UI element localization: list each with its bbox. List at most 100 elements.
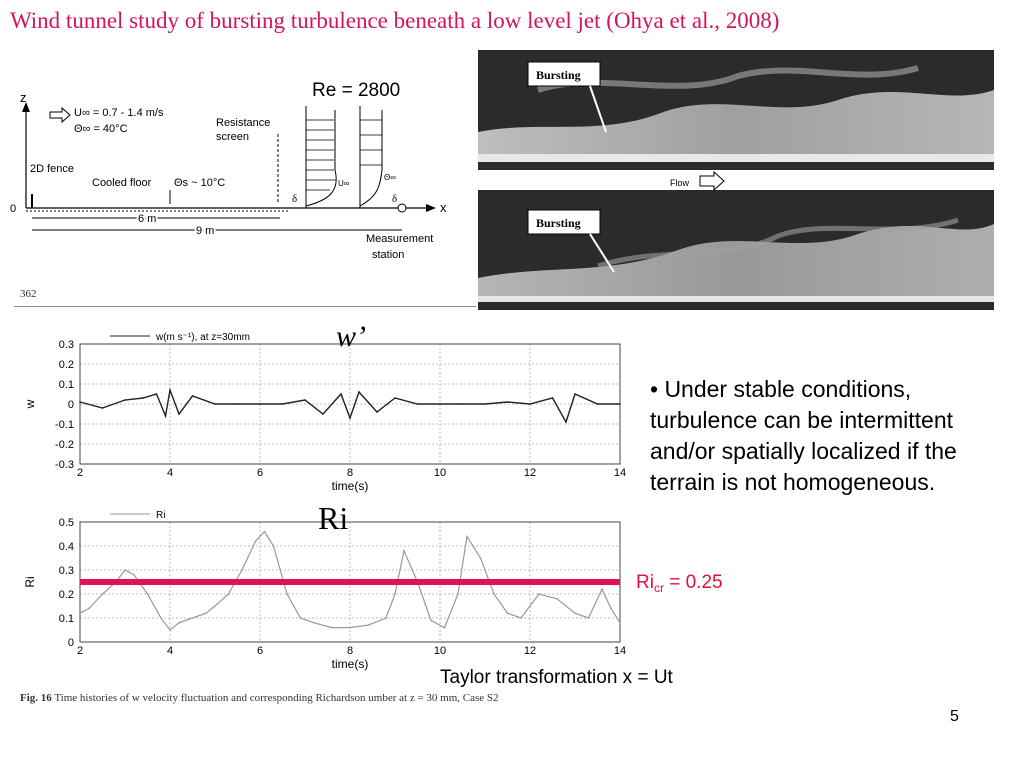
- data-point: [79, 612, 81, 614]
- y-axis-label: Ri: [23, 576, 37, 587]
- data-point: [479, 557, 482, 559]
- data-point: [191, 395, 194, 397]
- data-point: [493, 593, 495, 595]
- data-point: [205, 612, 207, 614]
- y-tick-label: 0.5: [59, 517, 74, 529]
- data-point: [331, 626, 333, 629]
- data-point: [484, 403, 486, 405]
- u-inf-label: U∞ = 0.7 - 1.4 m/s: [74, 107, 164, 119]
- data-point: [160, 617, 162, 619]
- measurement-point-icon: [397, 203, 407, 213]
- data-point: [538, 593, 540, 595]
- data-point: [574, 393, 576, 395]
- x-axis-label: time(s): [332, 479, 369, 493]
- data-point: [299, 617, 302, 619]
- data-point: [466, 535, 468, 538]
- data-point: [101, 407, 104, 409]
- data-point: [191, 617, 194, 619]
- data-point: [178, 413, 180, 415]
- data-point: [385, 617, 387, 619]
- y-tick-label: -0.3: [55, 459, 74, 471]
- data-point: [416, 403, 419, 405]
- data-point: [619, 622, 621, 624]
- data-point: [88, 607, 90, 610]
- six-m-label: 6 m: [138, 213, 156, 225]
- data-point: [587, 617, 590, 619]
- legend-label: w(m s⁻¹), at z=30mm: [155, 332, 250, 343]
- bullet-text: • Under stable conditions, turbulence ca…: [650, 376, 957, 495]
- w-prime-label: w’: [336, 320, 366, 353]
- data-point: [124, 569, 126, 571]
- data-point: [349, 417, 351, 419]
- smoke-visualization-photo: Bursting Bursting Flow: [478, 50, 994, 310]
- y-tick-label: -0.1: [55, 419, 74, 431]
- delta-label-1: δ: [292, 193, 297, 205]
- x-axis-label: x: [440, 200, 447, 215]
- z-axis-label: z: [20, 90, 27, 105]
- y-tick-label: 0: [68, 637, 74, 649]
- y-tick-label: 0.3: [59, 339, 74, 351]
- data-point: [79, 401, 81, 403]
- flow-arrow-icon: [49, 106, 71, 124]
- bursting-label-top: Bursting: [536, 68, 581, 82]
- y-tick-label: 0.2: [59, 359, 74, 371]
- data-point: [376, 411, 378, 413]
- y-tick-label: 0: [68, 399, 74, 411]
- data-point: [227, 593, 230, 595]
- theta-small-label: Θ∞: [384, 173, 396, 182]
- station-label: station: [372, 249, 404, 261]
- y-tick-label: 0.4: [59, 541, 74, 553]
- data-point: [358, 391, 360, 393]
- x-tick-label: 8: [347, 645, 353, 657]
- data-point: [304, 399, 306, 401]
- data-point: [133, 574, 135, 576]
- data-point: [506, 401, 509, 403]
- divider: [14, 306, 476, 307]
- u-small-label: U∞: [338, 179, 350, 188]
- resistance-label: Resistance: [216, 117, 270, 129]
- screen-label: screen: [216, 131, 249, 143]
- x-tick-label: 12: [524, 467, 536, 479]
- theta-s-label: Θs ~ 10°C: [174, 177, 225, 189]
- y-tick-label: 0.3: [59, 565, 74, 577]
- x-tick-label: 2: [77, 645, 83, 657]
- data-point: [601, 588, 603, 590]
- data-point: [101, 593, 104, 595]
- data-point: [146, 593, 149, 595]
- data-point: [619, 403, 621, 405]
- figure-page-number: 362: [20, 288, 37, 300]
- y-tick-label: 0.2: [59, 589, 74, 601]
- data-point: [236, 403, 239, 405]
- data-point: [286, 593, 288, 595]
- time-series-charts: 2 4 6 8 10 12 14 0.3 0.2 0.1 0 -0.1 -0.2 -0.3 time(s) w…: [23, 332, 626, 671]
- x-tick-label: 10: [434, 645, 446, 657]
- x-tick-label: 10: [434, 467, 446, 479]
- flow-arrow-photo-icon: [699, 170, 725, 192]
- wind-tunnel-diagram: z x 0 U∞ = 0.7 - 1.4 m/s Θ∞ = 40°C 2D fe…: [10, 90, 447, 261]
- y-tick-label: -0.2: [55, 439, 74, 451]
- data-point: [565, 421, 567, 423]
- reynolds-label: Re = 2800: [312, 80, 401, 101]
- data-point: [263, 530, 266, 533]
- data-point: [520, 617, 522, 619]
- cooled-floor-label: Cooled floor: [92, 177, 152, 189]
- data-point: [164, 415, 167, 417]
- data-point: [241, 569, 243, 571]
- slide-title: Wind tunnel study of bursting turbulence…: [10, 8, 780, 33]
- data-point: [254, 540, 257, 542]
- x-tick-label: 14: [614, 645, 626, 657]
- data-point: [457, 593, 459, 595]
- data-point: [214, 403, 216, 405]
- bursting-label-bottom: Bursting: [536, 216, 581, 230]
- data-point: [506, 612, 509, 614]
- fence-label: 2D fence: [30, 163, 74, 175]
- data-point: [214, 605, 216, 607]
- data-point: [430, 619, 432, 622]
- x-axis-label: time(s): [332, 657, 369, 671]
- ri-critical-label: Ricr = 0.25: [636, 572, 723, 595]
- taylor-transformation-label: Taylor transformation x = Ut: [440, 667, 673, 688]
- data-point: [439, 403, 441, 405]
- x-tick-label: 6: [257, 467, 263, 479]
- y-axis-label: w: [23, 399, 37, 409]
- data-point: [340, 393, 342, 395]
